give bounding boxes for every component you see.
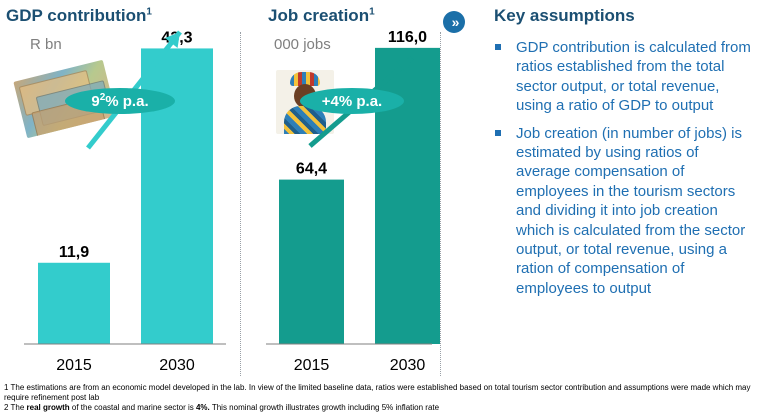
gdp-title-footnote-marker: 1 — [146, 6, 152, 18]
square-bullet-icon — [495, 129, 501, 136]
gdp-growth-rate-label: 92% p.a. — [91, 92, 148, 110]
jobs-growth-pill — [300, 88, 404, 114]
jobs-title-footnote-marker: 1 — [369, 6, 375, 18]
jobs-unit-label: 000 jobs — [274, 36, 331, 53]
footnotes: 1 The estimations are from an economic m… — [4, 383, 756, 413]
jobs-x-tick-2030: 2030 — [390, 357, 426, 374]
jobs-bar-2015 — [279, 179, 344, 344]
key-assumptions-title: Key assumptions — [494, 6, 635, 25]
jobs-growth-rate-label: +4% p.a. — [322, 93, 382, 110]
footnote-2: 2 The real growth of the coastal and mar… — [4, 403, 440, 412]
jobs-value-label-2030: 116,0 — [388, 29, 427, 46]
square-bullet-icon — [495, 44, 501, 50]
jobs-x-tick-2015: 2015 — [294, 357, 330, 374]
gdp-chart-title: GDP contribution1 — [6, 6, 152, 25]
assumption-item-gdp: GDP contribution is calculated from rati… — [494, 38, 756, 116]
jobs-bar-chart: 64,4 2015 116,0 2030 +4% p.a. — [266, 29, 440, 374]
person-hat — [290, 72, 320, 86]
panel-divider-2 — [440, 32, 441, 376]
jobs-chart-title: Job creation1 — [268, 6, 375, 25]
gdp-bar-2015 — [38, 262, 110, 344]
jobs-value-label-2015: 64,4 — [296, 161, 327, 178]
jobs-growth-arrow-head — [396, 58, 412, 74]
panel-divider-1 — [240, 32, 241, 376]
key-assumptions-list: GDP contribution is calculated from rati… — [494, 38, 756, 306]
gdp-unit-label: R bn — [30, 36, 62, 53]
gdp-value-label-2015: 11,9 — [59, 244, 89, 261]
gdp-x-tick-2030: 2030 — [159, 357, 195, 374]
chevron-right-icon: » — [443, 11, 465, 33]
gdp-growth-arrow-head — [165, 32, 180, 48]
footnote-1: 1 The estimations are from an economic m… — [4, 383, 751, 402]
gdp-growth-pill — [65, 88, 175, 114]
assumption-item-jobs: Job creation (in number of jobs) is esti… — [494, 124, 756, 299]
gdp-x-tick-2015: 2015 — [56, 357, 92, 374]
gdp-bar-chart: 11,9201543,3203092% p.a. — [24, 29, 226, 374]
